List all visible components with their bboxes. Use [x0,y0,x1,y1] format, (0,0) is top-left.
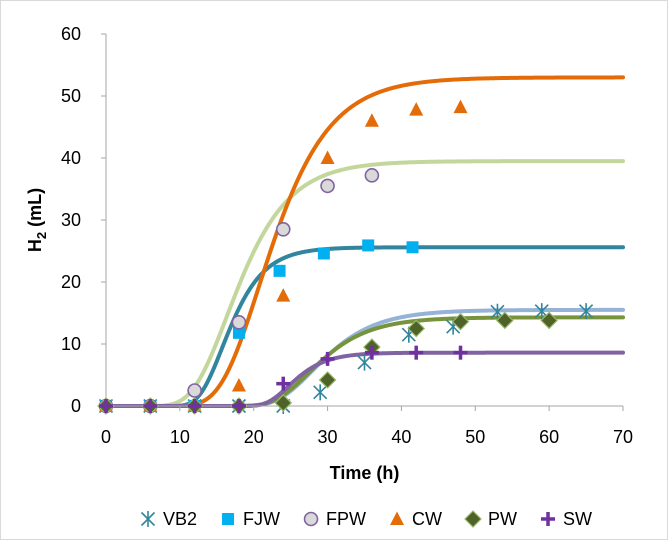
y-tick-label: 60 [61,24,81,44]
x-tick-label: 20 [244,427,264,447]
legend-label-vb2: VB2 [163,509,197,529]
point-vb2 [579,303,594,320]
x-tick-label: 40 [391,427,411,447]
point-fjw [362,239,375,252]
legend-label-cw: CW [412,509,442,529]
legend-label-pw: PW [488,509,517,529]
y-tick-label: 50 [61,86,81,106]
point-vb2 [313,384,328,401]
point-cw [453,99,468,114]
legend-item-sw: SW [541,509,592,529]
y-axis-title-main: H [25,239,45,252]
y-axis-title-subscript: 2 [34,232,49,239]
point-sw [99,399,113,413]
legend-item-cw: CW [390,509,442,529]
point-fjw [406,241,419,254]
point-fjw [317,247,330,260]
point-fpw [320,178,335,194]
legend-item-fjw: FJW [222,509,280,529]
legend-item-vb2: VB2 [140,509,197,529]
x-tick-label: 70 [613,427,633,447]
point-pw [540,311,558,330]
point-cw [231,378,246,392]
point-sw [364,345,379,360]
y-tick-label: 40 [61,148,81,168]
x-tick-label: 10 [170,427,190,447]
legend-label-fjw: FJW [243,509,280,529]
point-sw [409,345,424,360]
point-pw [495,311,514,330]
point-cw [276,288,291,302]
point-pw [451,312,470,331]
point-cw [320,150,335,164]
y-tick-label: 20 [61,272,81,292]
point-pw [318,371,337,389]
x-tick-label: 30 [318,427,338,447]
legend: VB2 FJW FPW CW PW SW [140,509,592,529]
data-markers [97,99,594,415]
point-pw [274,394,293,412]
point-fjw [273,264,286,277]
legend-marker-fjw [222,513,235,525]
point-pw [407,319,426,338]
x-tick-label: 60 [539,427,559,447]
y-tick-label: 10 [61,334,81,354]
legend-item-pw: PW [464,509,517,529]
y-axis-title: H2 (mL) [25,188,49,252]
y-axis-title-rest: (mL) [25,188,45,232]
legend-item-fpw: FPW [303,509,366,529]
legend-marker-fpw [303,511,319,527]
legend-marker-sw [541,512,556,526]
fit-curve-fjw [104,245,625,408]
x-tick-label: 0 [101,427,111,447]
point-sw [143,399,158,413]
point-sw [320,351,335,366]
point-sw [231,399,246,413]
point-cw [364,113,379,127]
x-tick-label: 50 [465,427,485,447]
point-cw [409,102,424,116]
legend-marker-cw [390,511,405,525]
point-fpw [231,314,247,330]
legend-label-fpw: FPW [326,509,366,529]
y-tick-label: 0 [71,396,81,416]
tick-labels: 0 10 20 30 40 50 60 0 10 20 30 40 50 60 70 [61,24,633,447]
point-fpw [364,168,380,183]
point-fpw [275,222,291,237]
legend-marker-pw [464,510,482,528]
x-axis-title: Time (h) [330,463,400,483]
legend-label-sw: SW [563,509,592,529]
y-tick-label: 30 [61,210,81,230]
point-sw [187,399,202,413]
point-vb2 [357,354,372,371]
point-sw [276,376,291,391]
point-sw [453,345,468,360]
legend-marker-vb2 [140,511,156,527]
point-fjw [232,326,245,339]
point-fpw [187,383,202,398]
